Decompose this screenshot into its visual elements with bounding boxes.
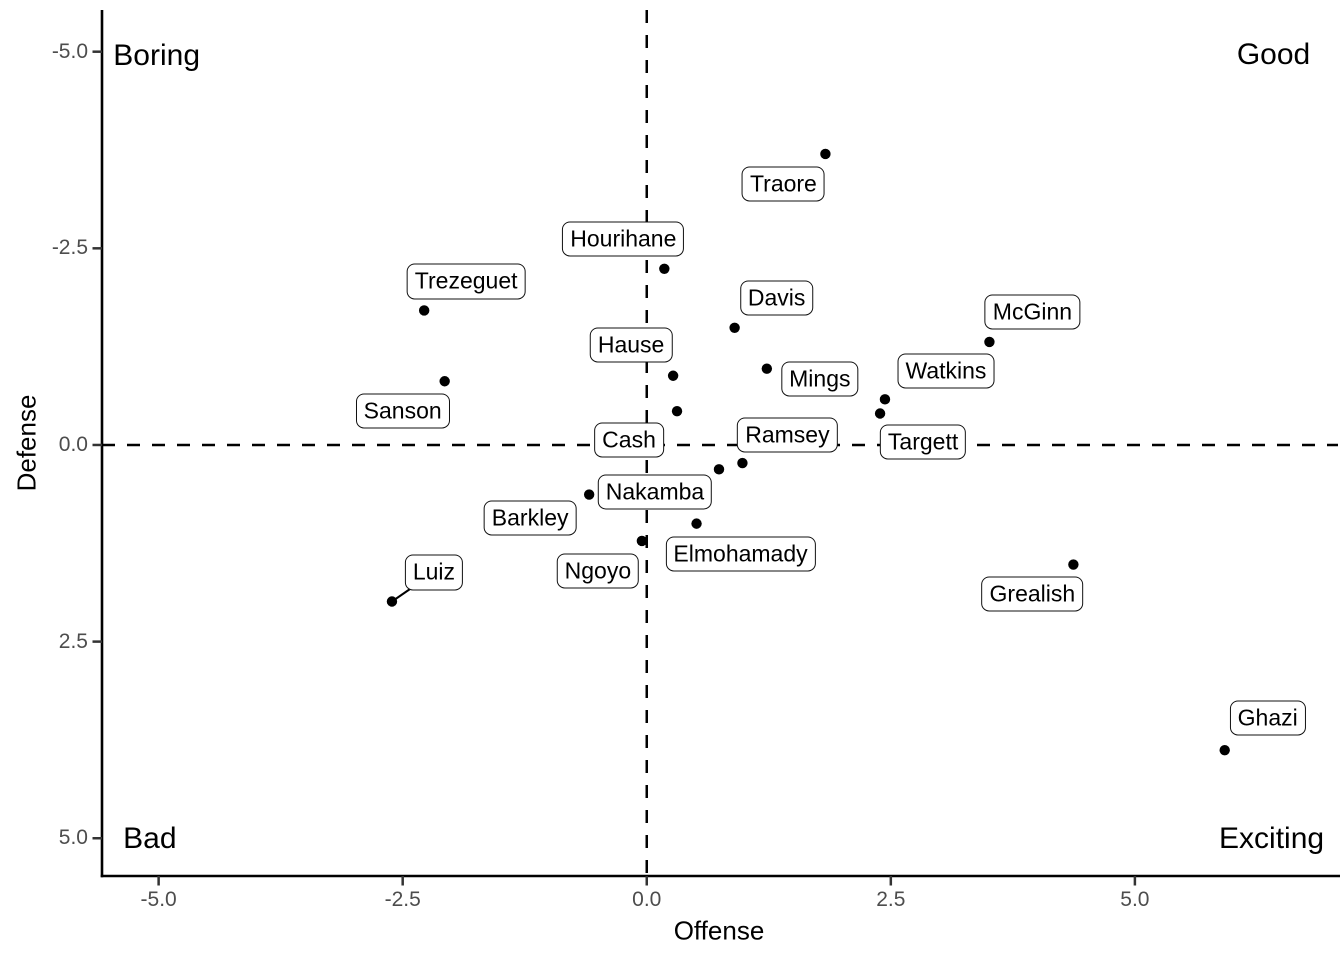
x-tick-label: 0.0 bbox=[632, 888, 662, 911]
y-tick-label: -2.5 bbox=[51, 236, 88, 260]
player-label: Ramsey bbox=[737, 417, 838, 453]
data-point bbox=[713, 464, 725, 475]
data-point bbox=[667, 370, 679, 381]
player-label: Luiz bbox=[404, 554, 464, 591]
player-label: Ghazi bbox=[1229, 700, 1306, 736]
x-tick-label: -2.5 bbox=[384, 888, 421, 911]
player-label: Davis bbox=[739, 280, 814, 316]
data-point bbox=[1068, 559, 1079, 570]
data-point bbox=[439, 376, 450, 387]
player-label: Mings bbox=[781, 361, 859, 397]
player-label: Grealish bbox=[981, 575, 1084, 612]
data-point bbox=[737, 457, 748, 469]
data-point bbox=[1219, 744, 1230, 756]
player-label: Elmohamady bbox=[665, 536, 816, 572]
player-label: Traore bbox=[741, 166, 825, 202]
data-point bbox=[820, 148, 831, 160]
y-tick-label: 5.0 bbox=[58, 826, 88, 850]
data-point bbox=[636, 535, 648, 547]
player-label: Nakamba bbox=[597, 474, 713, 510]
data-point bbox=[418, 305, 430, 316]
player-label: Hause bbox=[589, 327, 673, 363]
data-point bbox=[583, 489, 595, 500]
x-tick-label: 5.0 bbox=[1120, 888, 1150, 911]
data-point bbox=[691, 518, 702, 529]
player-label: Ngoyo bbox=[556, 553, 640, 589]
x-axis-title: Offense bbox=[673, 915, 765, 946]
x-tick-label: 2.5 bbox=[876, 888, 906, 911]
y-axis-title: Defense bbox=[11, 394, 42, 492]
x-tick-label: -5.0 bbox=[140, 888, 177, 911]
data-point bbox=[761, 363, 773, 374]
quadrant-annotation: Bad bbox=[123, 822, 177, 856]
data-point bbox=[984, 336, 995, 348]
player-label: Sanson bbox=[355, 393, 450, 429]
data-point bbox=[659, 263, 670, 274]
quadrant-annotation: Boring bbox=[113, 39, 201, 73]
data-point bbox=[386, 596, 398, 607]
data-point bbox=[671, 405, 683, 417]
data-point bbox=[729, 322, 740, 333]
y-tick-label: 0.0 bbox=[58, 432, 88, 456]
quadrant-annotation: Exciting bbox=[1219, 822, 1325, 856]
player-label: Hourihane bbox=[562, 221, 685, 257]
player-label: Cash bbox=[594, 422, 664, 458]
data-point bbox=[874, 408, 886, 419]
y-tick-label: 2.5 bbox=[58, 629, 88, 653]
player-label: Trezeguet bbox=[406, 263, 526, 299]
player-label: McGinn bbox=[984, 294, 1081, 330]
y-tick-label: -5.0 bbox=[51, 39, 88, 63]
quadrant-annotation: Good bbox=[1236, 37, 1311, 71]
data-point bbox=[879, 394, 891, 405]
player-label: Targett bbox=[879, 423, 967, 460]
player-label: Barkley bbox=[483, 499, 577, 536]
player-label: Watkins bbox=[897, 353, 995, 389]
